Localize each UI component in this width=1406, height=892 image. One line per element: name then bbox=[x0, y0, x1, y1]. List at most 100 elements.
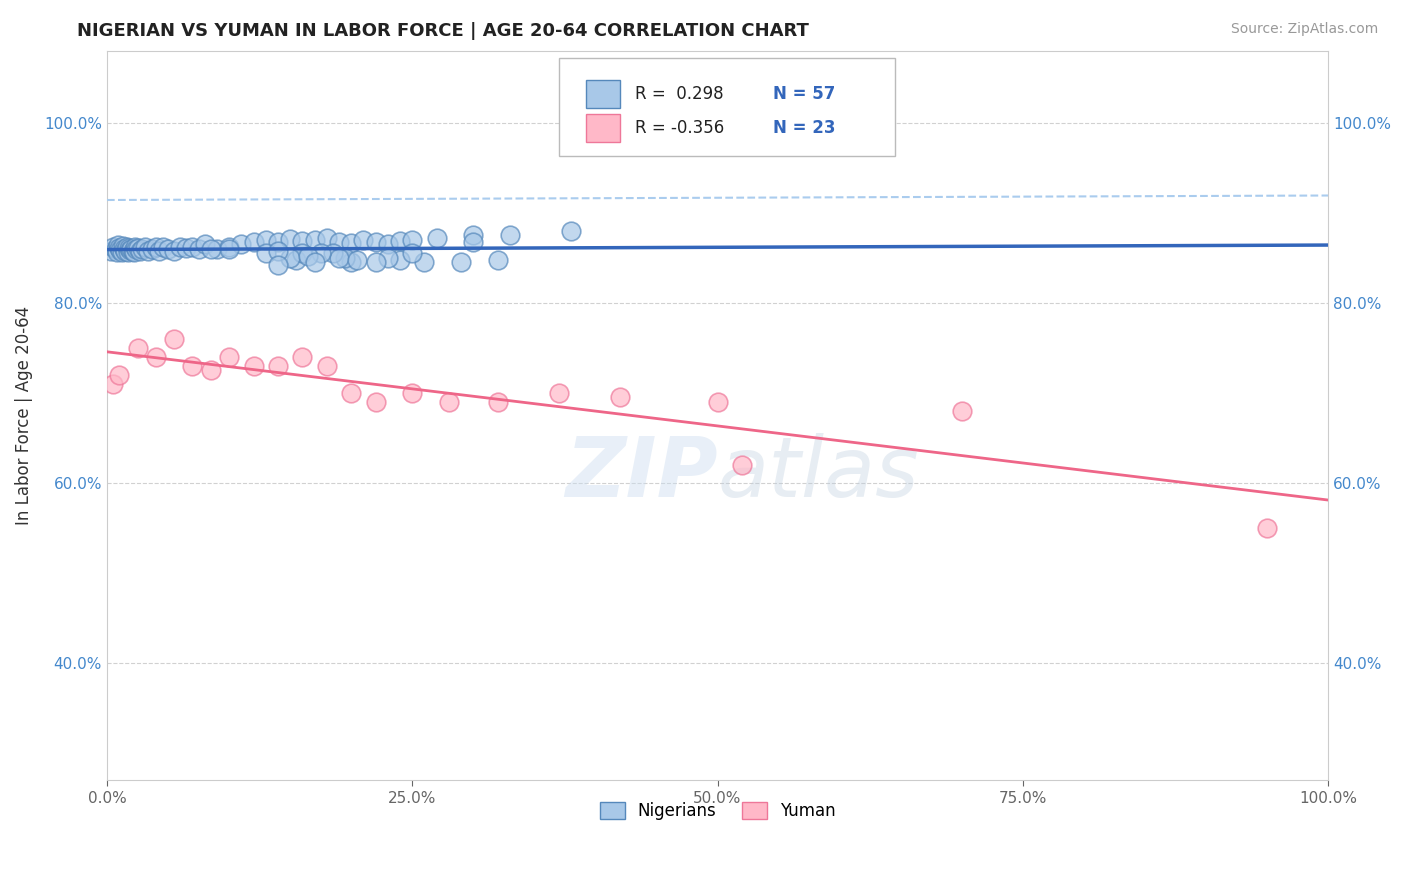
Point bbox=[114, 244, 136, 258]
Point bbox=[111, 239, 134, 253]
Point bbox=[127, 341, 149, 355]
Point bbox=[340, 386, 363, 401]
Point bbox=[413, 255, 436, 269]
Point bbox=[364, 235, 387, 249]
Point bbox=[242, 359, 264, 373]
Text: NIGERIAN VS YUMAN IN LABOR FORCE | AGE 20-64 CORRELATION CHART: NIGERIAN VS YUMAN IN LABOR FORCE | AGE 2… bbox=[77, 22, 810, 40]
Point bbox=[231, 237, 253, 252]
Point bbox=[328, 235, 350, 249]
Point bbox=[145, 240, 167, 254]
Point bbox=[340, 255, 363, 269]
Point bbox=[138, 244, 160, 258]
Point bbox=[278, 232, 301, 246]
Point bbox=[112, 242, 135, 256]
Point bbox=[364, 395, 387, 409]
Point bbox=[609, 391, 631, 405]
Point bbox=[104, 242, 127, 256]
Point bbox=[267, 359, 290, 373]
Point bbox=[218, 242, 240, 256]
Point bbox=[389, 234, 412, 248]
Point bbox=[145, 350, 167, 364]
Point bbox=[148, 244, 170, 258]
Point bbox=[110, 243, 132, 257]
Point bbox=[1256, 521, 1278, 535]
Text: N = 57: N = 57 bbox=[772, 85, 835, 103]
Point bbox=[200, 242, 222, 256]
Point bbox=[401, 246, 423, 260]
Point bbox=[131, 242, 153, 256]
Point bbox=[706, 395, 728, 409]
Point bbox=[463, 228, 485, 243]
Point bbox=[560, 224, 582, 238]
Point bbox=[105, 245, 128, 260]
Point bbox=[322, 246, 344, 260]
Point bbox=[163, 332, 186, 346]
FancyBboxPatch shape bbox=[586, 80, 620, 108]
Point bbox=[377, 237, 399, 252]
Point bbox=[328, 251, 350, 265]
Legend: Nigerians, Yuman: Nigerians, Yuman bbox=[593, 795, 842, 827]
Point bbox=[129, 244, 152, 258]
Point bbox=[267, 258, 290, 272]
Point bbox=[118, 241, 141, 255]
Point bbox=[122, 245, 145, 260]
FancyBboxPatch shape bbox=[586, 114, 620, 142]
Text: ZIP: ZIP bbox=[565, 434, 717, 515]
Point bbox=[181, 240, 204, 254]
Point bbox=[352, 233, 374, 247]
Point bbox=[547, 386, 569, 401]
Point bbox=[134, 240, 156, 254]
Point bbox=[242, 235, 264, 249]
Point bbox=[120, 242, 142, 256]
Y-axis label: In Labor Force | Age 20-64: In Labor Force | Age 20-64 bbox=[15, 306, 32, 525]
Point bbox=[486, 252, 509, 267]
Point bbox=[101, 240, 124, 254]
Point bbox=[115, 240, 138, 254]
Point bbox=[401, 386, 423, 401]
Point bbox=[163, 244, 186, 258]
Point bbox=[437, 395, 460, 409]
Point bbox=[267, 244, 290, 258]
Point bbox=[254, 233, 277, 247]
Point bbox=[176, 241, 198, 255]
Point bbox=[205, 242, 228, 256]
Point bbox=[218, 350, 240, 364]
Point bbox=[346, 252, 368, 267]
Point bbox=[278, 251, 301, 265]
Text: R =  0.298: R = 0.298 bbox=[634, 85, 723, 103]
Point bbox=[291, 350, 314, 364]
Point bbox=[181, 359, 204, 373]
Point bbox=[157, 242, 180, 256]
Text: N = 23: N = 23 bbox=[772, 119, 835, 137]
Point bbox=[426, 231, 449, 245]
Point bbox=[169, 240, 191, 254]
Point bbox=[291, 234, 314, 248]
Point bbox=[108, 241, 131, 255]
Point bbox=[304, 233, 326, 247]
Point bbox=[291, 246, 314, 260]
Point bbox=[285, 252, 308, 267]
Point bbox=[950, 404, 973, 418]
Point bbox=[389, 252, 412, 267]
Point bbox=[125, 242, 148, 256]
Point bbox=[121, 244, 143, 258]
Point bbox=[450, 255, 472, 269]
Point bbox=[377, 251, 399, 265]
Point bbox=[218, 240, 240, 254]
Point bbox=[267, 235, 290, 249]
Point bbox=[486, 395, 509, 409]
Point bbox=[340, 236, 363, 251]
Point bbox=[731, 458, 754, 472]
FancyBboxPatch shape bbox=[558, 58, 894, 156]
Point bbox=[101, 376, 124, 391]
Point bbox=[124, 240, 146, 254]
Point bbox=[117, 244, 139, 259]
Point bbox=[111, 244, 134, 259]
Point bbox=[463, 235, 485, 249]
Point bbox=[315, 231, 337, 245]
Point bbox=[304, 255, 326, 269]
Point bbox=[499, 228, 522, 243]
Point bbox=[141, 242, 163, 256]
Point bbox=[297, 249, 319, 263]
Text: Source: ZipAtlas.com: Source: ZipAtlas.com bbox=[1230, 22, 1378, 37]
